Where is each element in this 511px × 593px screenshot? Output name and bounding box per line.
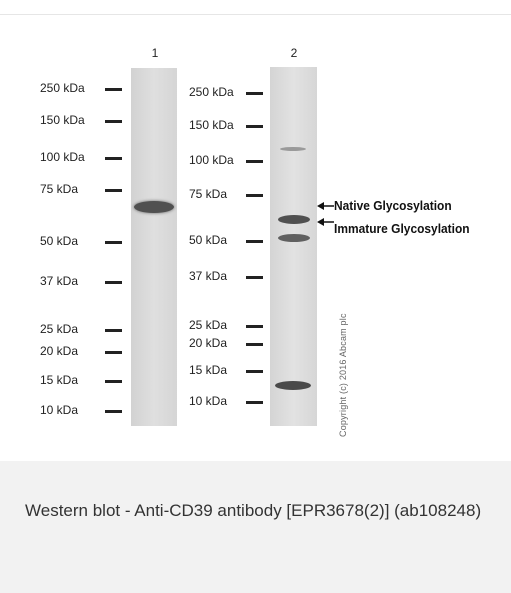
marker-tick — [246, 276, 263, 279]
western-blot-figure: 1 2 250 kDa 150 kDa 100 kDa 75 kDa 50 kD… — [0, 15, 511, 460]
marker-tick — [246, 92, 263, 95]
marker-label: 50 kDa — [40, 234, 79, 248]
lane-number-1: 1 — [151, 46, 159, 60]
marker-label: 25 kDa — [189, 318, 228, 332]
marker-label: 15 kDa — [40, 373, 79, 387]
immature-glycosylation-label: Immature Glycosylation — [334, 221, 470, 236]
annotation-arrows — [317, 202, 334, 226]
marker-label: 37 kDa — [189, 269, 228, 283]
marker-tick — [246, 401, 263, 404]
marker-tick — [105, 189, 122, 192]
marker-label: 10 kDa — [40, 403, 79, 417]
marker-label: 20 kDa — [40, 344, 79, 358]
band-lane2-150kda — [280, 147, 306, 151]
marker-tick — [246, 160, 263, 163]
marker-tick — [105, 88, 122, 91]
marker-label: 250 kDa — [40, 81, 85, 95]
marker-tick — [105, 241, 122, 244]
blot-lane-1 — [131, 68, 177, 426]
copyright-watermark: Copyright (c) 2016 Abcam plc — [338, 313, 348, 437]
blot-lane-2 — [270, 67, 317, 426]
marker-tick — [105, 157, 122, 160]
lane-number-2: 2 — [290, 46, 298, 60]
marker-label: 100 kDa — [189, 153, 234, 167]
marker-label: 75 kDa — [189, 187, 228, 201]
marker-label: 10 kDa — [189, 394, 228, 408]
native-glycosylation-label: Native Glycosylation — [334, 198, 452, 213]
band-lane1-75kda — [134, 201, 174, 213]
marker-label: 20 kDa — [189, 336, 228, 350]
image-card: 1 2 250 kDa 150 kDa 100 kDa 75 kDa 50 kD… — [0, 14, 511, 593]
marker-tick — [246, 240, 263, 243]
marker-label: 100 kDa — [40, 150, 85, 164]
caption-panel: Western blot - Anti-CD39 antibody [EPR36… — [0, 461, 511, 593]
marker-label: 50 kDa — [189, 233, 228, 247]
marker-tick — [246, 125, 263, 128]
marker-label: 37 kDa — [40, 274, 79, 288]
marker-label: 15 kDa — [189, 363, 228, 377]
marker-label: 150 kDa — [40, 113, 85, 127]
marker-label: 150 kDa — [189, 118, 234, 132]
marker-label: 75 kDa — [40, 182, 79, 196]
marker-tick — [246, 370, 263, 373]
marker-tick — [246, 194, 263, 197]
band-lane2-immature — [278, 234, 310, 242]
marker-label: 25 kDa — [40, 322, 79, 336]
marker-tick — [105, 351, 122, 354]
marker-tick — [105, 329, 122, 332]
band-lane2-native — [278, 215, 310, 224]
marker-tick — [246, 325, 263, 328]
band-lane2-15kda — [275, 381, 311, 390]
image-caption: Western blot - Anti-CD39 antibody [EPR36… — [25, 501, 482, 520]
marker-tick — [105, 120, 122, 123]
marker-label: 250 kDa — [189, 85, 234, 99]
marker-tick — [105, 410, 122, 413]
marker-tick — [246, 343, 263, 346]
marker-tick — [105, 281, 122, 284]
marker-tick — [105, 380, 122, 383]
